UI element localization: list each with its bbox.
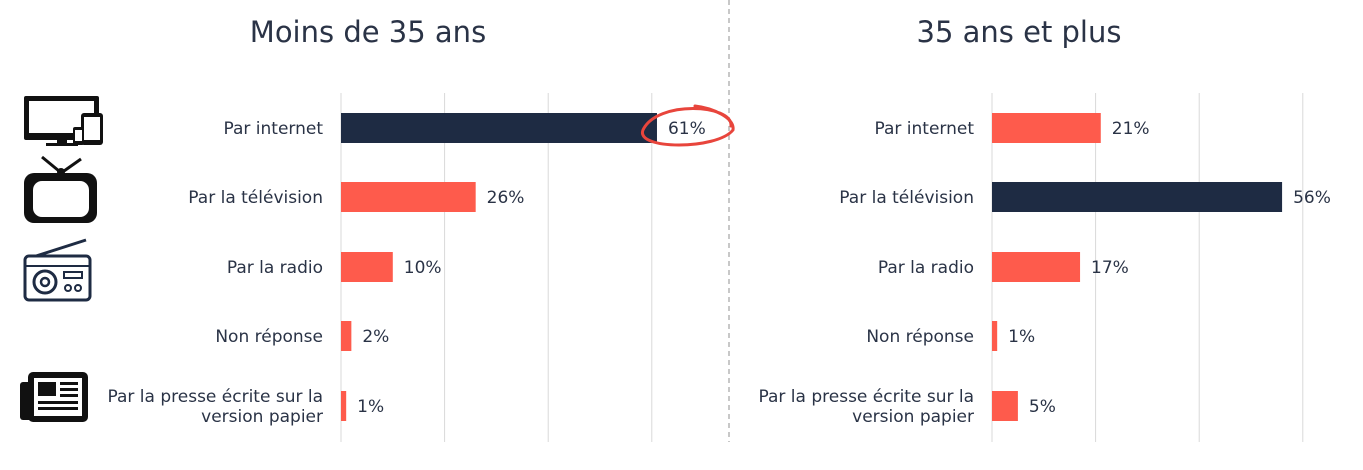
- category-label: Par la télévision: [188, 188, 323, 208]
- category-label: Par internet: [874, 119, 974, 139]
- data-label: 2%: [362, 327, 389, 347]
- chart-title-under-35: Moins de 35 ans: [250, 15, 486, 49]
- monitor-devices-icon: [24, 96, 103, 146]
- chart-title-35-plus: 35 ans et plus: [917, 15, 1122, 49]
- bar: [992, 391, 1018, 421]
- data-label: 1%: [357, 397, 384, 417]
- radio-icon: [23, 238, 92, 302]
- bar: [341, 182, 476, 212]
- data-label: 61%: [668, 119, 706, 139]
- data-label: 1%: [1008, 327, 1035, 347]
- data-label: 26%: [487, 188, 525, 208]
- data-label: 10%: [404, 258, 442, 278]
- data-label: 5%: [1029, 397, 1056, 417]
- television-icon: [24, 155, 97, 223]
- category-label: Par la télévision: [839, 188, 974, 208]
- bar: [341, 252, 393, 282]
- category-label: Non réponse: [866, 327, 974, 347]
- category-label: Par la presse écrite sur la version papie…: [759, 387, 975, 427]
- category-label: Par la radio: [227, 258, 323, 278]
- bar: [992, 252, 1081, 282]
- data-label: 17%: [1091, 258, 1129, 278]
- category-label: Par internet: [223, 119, 323, 139]
- category-label: Non réponse: [215, 327, 323, 347]
- category-label: Par la radio: [878, 258, 974, 278]
- bar: [992, 321, 998, 351]
- bar: [341, 113, 657, 143]
- category-label: Par la presse écrite sur la version papie…: [108, 387, 324, 427]
- highlight-circle: [641, 104, 735, 147]
- bar: [341, 391, 347, 421]
- data-label: 56%: [1293, 188, 1331, 208]
- newspaper-icon: [20, 372, 88, 422]
- data-label: 21%: [1112, 119, 1150, 139]
- bar: [992, 113, 1101, 143]
- bar: [341, 321, 352, 351]
- bar: [992, 182, 1283, 212]
